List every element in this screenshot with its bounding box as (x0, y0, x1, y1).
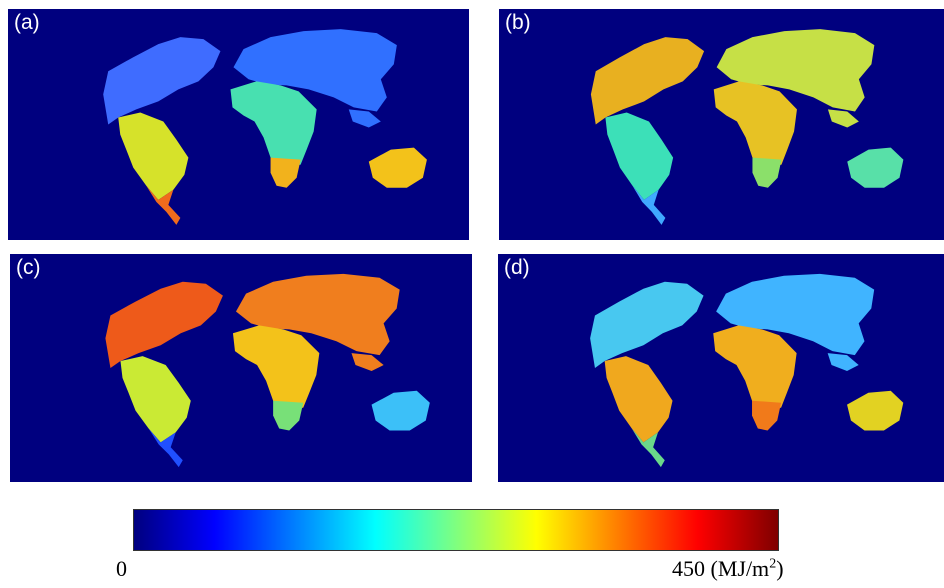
map-panel-b: (b) (499, 9, 944, 240)
region-europe-asia-d (716, 273, 875, 356)
region-southern-africa-b (752, 157, 782, 188)
colorbar-min-label: 0 (116, 556, 127, 581)
region-australia-c (371, 390, 430, 431)
region-southern-africa-d (752, 400, 782, 431)
map-panel-d: (d) (498, 254, 944, 482)
region-patagonia-a (146, 185, 181, 225)
continents-c (105, 273, 430, 468)
region-south-america-b (605, 112, 674, 200)
region-southern-africa-c (273, 400, 304, 431)
region-southeast-asia-a (348, 109, 381, 128)
colorbar-max-label: 450 (MJ/m2) (672, 556, 784, 582)
colorbar-unit-prefix: (MJ/m (710, 556, 770, 581)
panel-label-a: (a) (14, 11, 40, 34)
region-south-america-c (120, 356, 191, 443)
region-patagonia-d (631, 428, 665, 468)
world-map-d (590, 273, 904, 468)
world-map-a (103, 29, 427, 225)
region-europe-asia-b (716, 29, 875, 112)
region-south-america-a (118, 112, 189, 200)
panel-label-d: (d) (504, 256, 530, 279)
colorbar-unit-sup: 2 (769, 556, 777, 572)
region-southern-africa-a (270, 157, 301, 188)
region-patagonia-b (632, 185, 666, 225)
panel-label-c: (c) (16, 256, 41, 279)
region-africa-a (230, 81, 317, 170)
continents-a (103, 29, 427, 225)
region-southeast-asia-b (827, 109, 859, 128)
region-africa-d (713, 325, 797, 413)
region-southeast-asia-c (351, 353, 384, 371)
panel-label-b: (b) (505, 11, 531, 34)
colorbar-max-value: 450 (672, 556, 705, 581)
continents-b (590, 29, 904, 225)
region-australia-b (847, 147, 904, 188)
continents-d (590, 273, 904, 468)
region-africa-c (232, 325, 320, 413)
region-north-america-d (590, 281, 704, 368)
world-map-c (105, 273, 430, 468)
region-south-america-d (604, 356, 673, 443)
map-panel-a: (a) (8, 9, 469, 240)
region-europe-asia-c (235, 273, 400, 356)
map-panel-c: (c) (10, 254, 472, 482)
colorbar-unit-suffix: ) (776, 556, 784, 581)
region-southeast-asia-d (827, 353, 859, 371)
region-australia-a (368, 147, 427, 188)
region-africa-b (713, 81, 797, 170)
region-australia-d (847, 390, 904, 431)
region-europe-asia-a (233, 29, 397, 112)
region-north-america-b (590, 37, 705, 125)
region-north-america-a (103, 37, 221, 125)
region-patagonia-c (148, 428, 183, 468)
region-north-america-c (105, 281, 223, 368)
colorbar (133, 509, 779, 551)
world-map-b (590, 29, 904, 225)
